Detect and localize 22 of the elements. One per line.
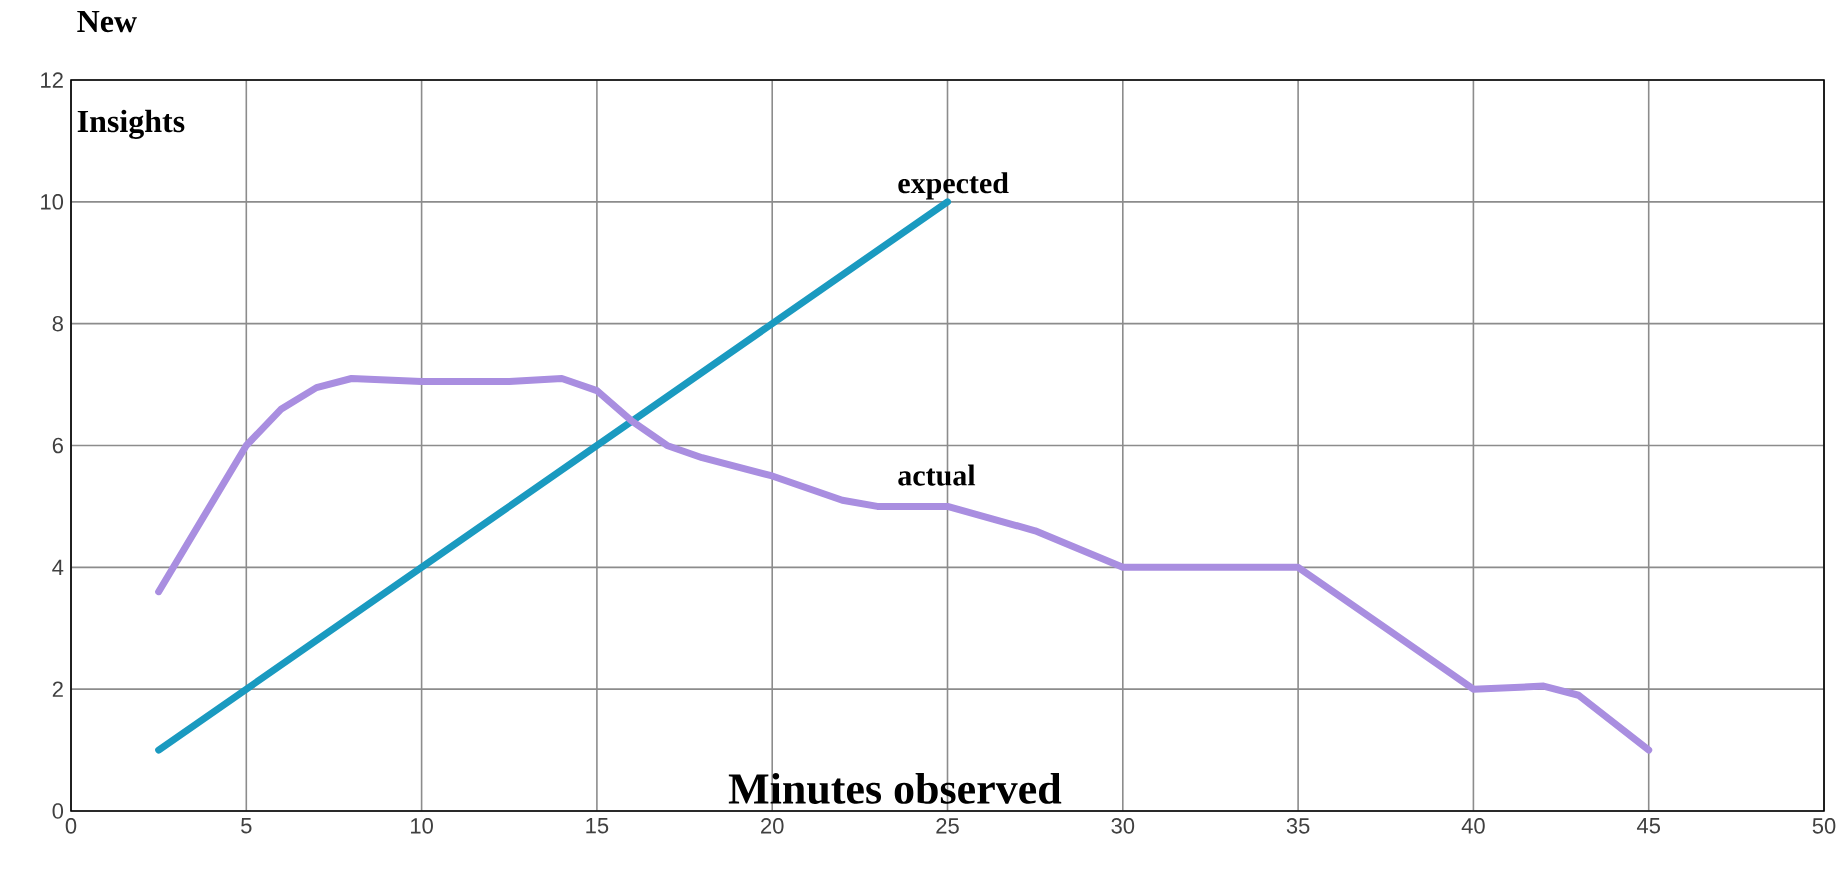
y-tick-label: 8 — [52, 315, 63, 332]
y-tick-label: 10 — [41, 194, 64, 210]
x-tick-label: 0 — [65, 818, 77, 834]
x-tick-label: 45 — [1636, 818, 1660, 834]
y-tick-label: 2 — [52, 681, 63, 697]
y-tick-label: 12 — [41, 72, 63, 88]
x-tick-label: 10 — [411, 818, 433, 834]
x-tick-label: 5 — [241, 818, 252, 834]
y-tick-label: 4 — [52, 559, 64, 575]
series-label: expected — [898, 172, 1009, 200]
x-axis-title: Minutes observed — [728, 772, 1062, 804]
x-tick-label: 15 — [586, 818, 609, 834]
x-tick-label: 30 — [1111, 818, 1135, 834]
x-tick-label: 25 — [936, 818, 959, 834]
text: New Insights — [77, 10, 185, 139]
y-tick-label: 6 — [52, 437, 63, 454]
x-tick-label: 40 — [1461, 818, 1485, 834]
x-tick-label: 20 — [761, 818, 784, 834]
series-label: actual — [898, 464, 976, 486]
x-tick-label: 50 — [1812, 818, 1836, 834]
x-tick-label: 35 — [1286, 818, 1310, 834]
y-tick-label: 0 — [52, 803, 64, 819]
